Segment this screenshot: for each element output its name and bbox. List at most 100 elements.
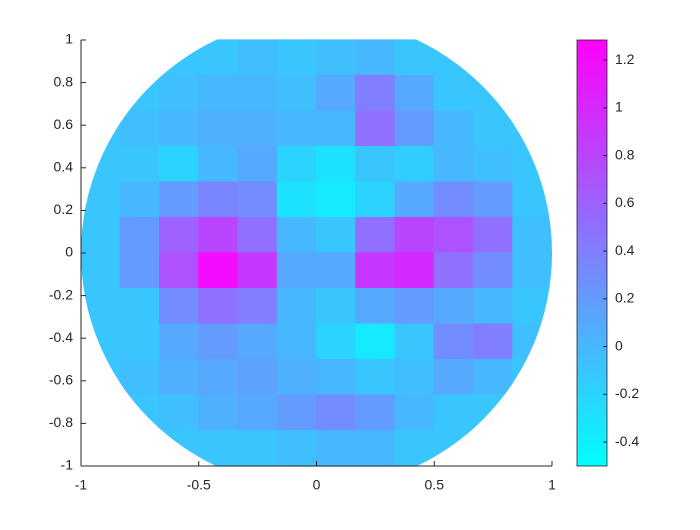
colorbar-tick-label: 0.6 (615, 194, 635, 210)
cell (159, 181, 200, 219)
y-tick-label: 0.6 (54, 116, 74, 132)
cell (472, 252, 514, 289)
y-tick-label: 0.8 (54, 73, 74, 89)
cell (237, 394, 278, 432)
colorbar (576, 39, 608, 467)
cell (81, 39, 121, 76)
y-tick-label: -0.6 (49, 372, 73, 388)
cell (394, 110, 435, 148)
cell (472, 39, 514, 76)
cell (315, 39, 357, 76)
cell (198, 287, 239, 325)
cell (81, 217, 121, 254)
cell (119, 39, 161, 76)
cell (81, 110, 121, 148)
cell (237, 181, 278, 219)
cell (472, 323, 514, 361)
y-tick-label: 1 (65, 31, 73, 47)
cell (512, 217, 552, 254)
cell (433, 252, 474, 289)
cell (159, 217, 200, 254)
colorbar-tick-label: 0.4 (615, 242, 635, 258)
cell (512, 394, 552, 432)
cell (198, 217, 239, 254)
cell (119, 430, 161, 467)
cell (198, 145, 239, 183)
cell (276, 394, 318, 432)
cell (512, 39, 552, 76)
cell (355, 181, 396, 219)
cell (394, 145, 435, 183)
cell (198, 252, 239, 289)
cell (159, 430, 200, 467)
cell (355, 430, 396, 467)
cell (433, 430, 474, 467)
cell (81, 358, 121, 396)
cell (198, 39, 239, 76)
cell (433, 217, 474, 254)
cell (394, 430, 435, 467)
cell (237, 145, 278, 183)
cell (315, 110, 357, 148)
cell (394, 323, 435, 361)
cell (237, 358, 278, 396)
cell (315, 181, 357, 219)
surface (81, 39, 552, 467)
cell (472, 181, 514, 219)
cell (237, 252, 278, 289)
y-tick-label: 0.4 (54, 159, 74, 175)
cell (315, 145, 357, 183)
cell (276, 145, 318, 183)
y-tick-label: -0.2 (49, 286, 73, 302)
y-tick-label: -1 (61, 457, 74, 473)
cell (355, 145, 396, 183)
cell (315, 74, 357, 112)
cell (198, 323, 239, 361)
cell (81, 430, 121, 467)
cell (159, 394, 200, 432)
cell (315, 430, 357, 467)
cell (81, 181, 121, 219)
cell (159, 323, 200, 361)
cell (237, 430, 278, 467)
cell (159, 39, 200, 76)
cell (394, 217, 435, 254)
x-tick-label: 0 (313, 477, 321, 493)
cell (394, 358, 435, 396)
cell (512, 74, 552, 112)
cell (433, 358, 474, 396)
cell (355, 110, 396, 148)
cell (512, 430, 552, 467)
cell (315, 287, 357, 325)
cell (433, 323, 474, 361)
cell (119, 358, 161, 396)
cell (512, 358, 552, 396)
cell (276, 252, 318, 289)
cell (394, 252, 435, 289)
cell (237, 74, 278, 112)
cell (276, 217, 318, 254)
cell (472, 358, 514, 396)
colorbar-tick-label: -0.2 (615, 385, 639, 401)
cell (433, 145, 474, 183)
cell (276, 110, 318, 148)
cell (394, 287, 435, 325)
cell (119, 287, 161, 325)
cell (472, 110, 514, 148)
cell (276, 181, 318, 219)
cell (355, 74, 396, 112)
cell (315, 323, 357, 361)
cell (394, 39, 435, 76)
cell (237, 217, 278, 254)
cell (237, 287, 278, 325)
cell (81, 287, 121, 325)
cell (237, 39, 278, 76)
cell (159, 74, 200, 112)
cell (119, 323, 161, 361)
cell (512, 287, 552, 325)
cell (198, 430, 239, 467)
cell (433, 181, 474, 219)
colorbar-tick-label: 1 (615, 99, 623, 115)
cell (119, 217, 161, 254)
cell (276, 287, 318, 325)
